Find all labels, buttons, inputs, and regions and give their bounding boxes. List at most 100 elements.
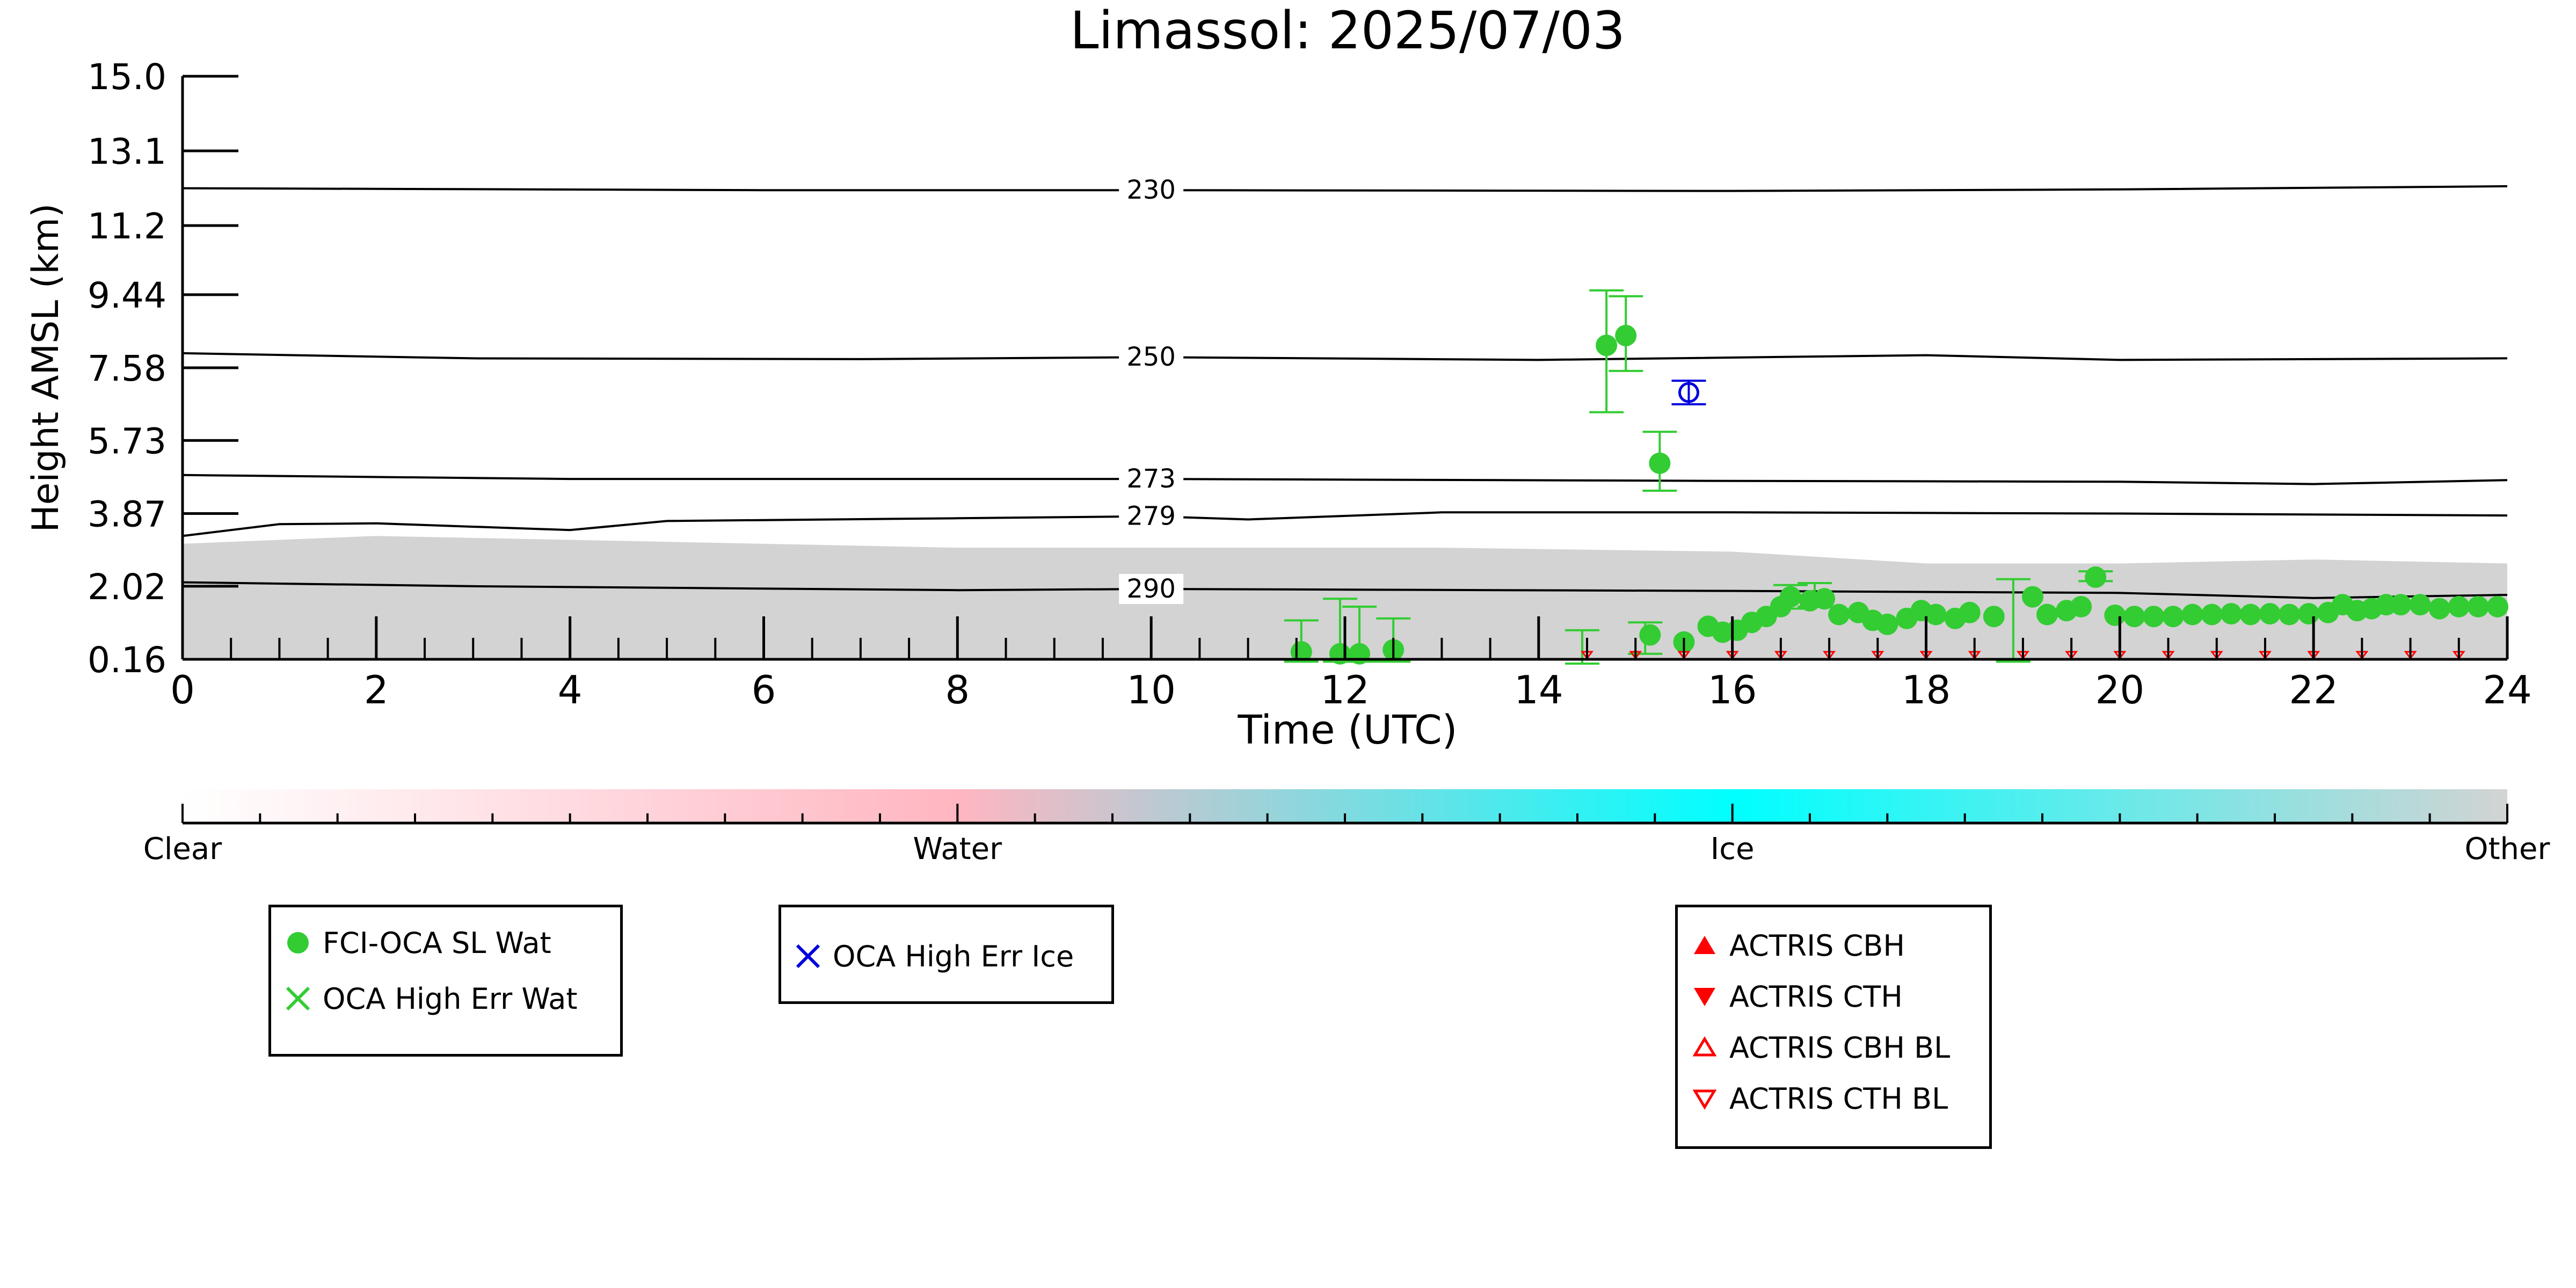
colorbar-label: Other: [2464, 832, 2550, 867]
x-tick-label: 2: [364, 667, 389, 712]
data-point: [1779, 586, 1801, 608]
colorbar-label: Ice: [1711, 832, 1755, 867]
triangle-down-open-icon: [1678, 1079, 1729, 1118]
isotherm-label-bg: [1119, 175, 1184, 206]
legend-label: FCI-OCA SL Wat: [323, 926, 551, 960]
x-tick-label: 12: [1320, 667, 1370, 712]
y-tick-label: 13.1: [88, 131, 166, 172]
data-point: [2298, 603, 2320, 625]
data-point: [1983, 606, 2005, 628]
legend-item-oca-high-err-ice: OCA High Err Ice: [781, 937, 1074, 976]
x-axis-label: Time (UTC): [1237, 707, 1457, 753]
legend-item-actris-cth: ACTRIS CTH: [1678, 977, 1903, 1016]
legend-label: ACTRIS CTH: [1729, 979, 1903, 1014]
x-tick-label: 4: [558, 667, 583, 712]
data-point: [2467, 595, 2489, 617]
data-point: [2220, 603, 2242, 625]
data-point: [2390, 594, 2412, 616]
y-tick-label: 9.44: [88, 275, 166, 316]
data-point: [1349, 643, 1371, 665]
legend-label: ACTRIS CBH: [1729, 928, 1905, 963]
isotherm-label: 279: [1126, 501, 1176, 532]
data-point: [2036, 603, 2058, 625]
data-point: [2123, 606, 2145, 628]
x-tick-label: 10: [1126, 667, 1176, 712]
data-point: [2201, 603, 2223, 625]
isotherm-label-bg: [1119, 574, 1184, 605]
y-tick-label: 15.0: [88, 56, 166, 98]
x-tick-label: 14: [1514, 667, 1563, 712]
legend-item-oca-high-err-wat: OCA High Err Wat: [271, 979, 578, 1018]
data-point: [2409, 594, 2431, 616]
data-point: [2448, 595, 2470, 617]
legend-label: OCA High Err Ice: [833, 939, 1074, 973]
data-point: [2162, 606, 2184, 628]
data-point: [1678, 382, 1699, 403]
isotherm-line-290: [182, 581, 2508, 599]
data-point: [2181, 603, 2203, 625]
data-point: [1959, 601, 1981, 623]
y-tick-label: 0.16: [88, 639, 166, 681]
isotherm-line-273: [182, 474, 2508, 485]
data-point: [2486, 595, 2508, 617]
data-point: [1615, 324, 1637, 346]
data-point: [1925, 603, 1947, 625]
triangle-down-icon: [1678, 977, 1729, 1016]
data-point: [1329, 643, 1351, 665]
isotherm-label: 273: [1126, 464, 1176, 494]
data-point: [1814, 588, 1836, 610]
isotherm-label: 250: [1126, 342, 1176, 372]
isotherm-line-250: [182, 352, 2508, 361]
error-bar: [1996, 578, 2031, 663]
x-tick-label: 20: [2095, 667, 2145, 712]
data-point: [2143, 606, 2165, 628]
data-point: [1876, 613, 1898, 635]
x-tick-label: 24: [2483, 667, 2532, 712]
triangle-up-open-icon: [1678, 1028, 1729, 1067]
data-point: [2259, 603, 2281, 625]
triangle-up-icon: [1678, 926, 1729, 965]
isotherm-label-bg: [1119, 501, 1184, 532]
x-tick-label: 18: [1902, 667, 1951, 712]
isotherm-label-bg: [1119, 464, 1184, 494]
filled-circle-marker-icon: [271, 923, 323, 962]
data-point: [2428, 598, 2450, 620]
y-tick-label: 2.02: [88, 566, 166, 608]
colorbar-label: Water: [913, 832, 1003, 867]
y-tick-label: 11.2: [88, 206, 166, 247]
data-point: [2239, 603, 2261, 625]
isotherm-label-bg: [1119, 342, 1184, 373]
legend-item-fci-oca-sl-wat: FCI-OCA SL Wat: [271, 923, 551, 962]
y-tick-label: 7.58: [88, 348, 166, 389]
x-tick-label: 8: [945, 667, 970, 712]
legend-label: ACTRIS CBH BL: [1729, 1030, 1951, 1065]
data-point: [1596, 334, 1618, 356]
y-axis-label: Height AMSL (km): [25, 203, 67, 533]
x-marker-icon: [271, 979, 323, 1018]
x-tick-label: 0: [170, 667, 195, 712]
y-tick-label: 5.73: [88, 420, 166, 462]
isotherm-line-230: [182, 185, 2508, 192]
plot-area: 230 250 273 279 290 0.16 2.02 3.87 5.73 7.58 9.44 1…: [88, 56, 2532, 712]
data-point: [2104, 605, 2126, 627]
data-point: [2070, 595, 2092, 617]
x-tick-label: 6: [752, 667, 776, 712]
data-point: [1828, 603, 1850, 625]
y-tick-label: 3.87: [88, 494, 166, 535]
legend-ice: OCA High Err Ice: [778, 905, 1114, 1004]
colorbar-label: Clear: [143, 832, 222, 867]
colorbar: Clear Water Ice Other: [143, 789, 2550, 867]
legend-label: ACTRIS CTH BL: [1729, 1081, 1948, 1116]
data-point: [2021, 586, 2043, 608]
legend-item-actris-cbh-bl: ACTRIS CBH BL: [1678, 1028, 1950, 1067]
data-point: [1639, 624, 1661, 646]
x-tick-label: 16: [1708, 667, 1757, 712]
data-point: [1649, 452, 1671, 474]
chart-title: Limassol: 2025/07/03: [1070, 1, 1625, 61]
isotherm-label: 230: [1126, 175, 1176, 205]
data-point: [2085, 566, 2107, 588]
legend-item-actris-cbh: ACTRIS CBH: [1678, 926, 1905, 965]
legend-water: FCI-OCA SL Wat OCA High Err Wat: [268, 905, 623, 1057]
legend-label: OCA High Err Wat: [323, 981, 578, 1016]
